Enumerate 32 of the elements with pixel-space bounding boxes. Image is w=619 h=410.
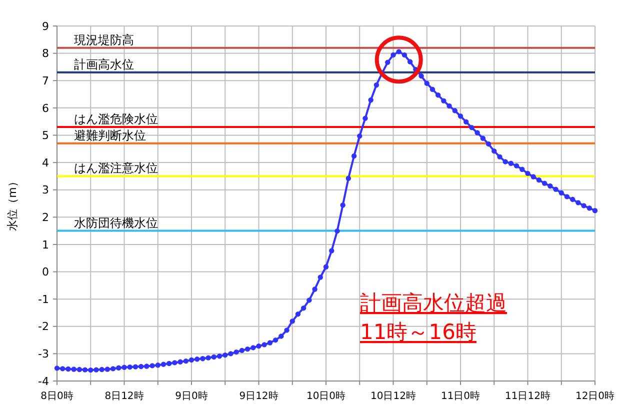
ref-line-label: 水防団待機水位: [74, 216, 158, 230]
x-tick-label: 12日0時: [575, 390, 615, 402]
y-tick-label: 6: [42, 102, 49, 115]
x-tick-label: 11日0時: [440, 390, 480, 402]
x-tick-label: 9日0時: [175, 390, 208, 402]
x-tick-label: 10日0時: [306, 390, 346, 402]
annotation: 11時～16時: [360, 320, 476, 344]
y-tick-label: 7: [42, 74, 49, 88]
y-tick-label: -4: [38, 374, 49, 388]
ref-line-label: はん濫注意水位: [74, 161, 158, 176]
y-tick-label: 1: [42, 238, 49, 252]
y-tick-label: 0: [42, 266, 49, 279]
y-tick-label: -1: [38, 292, 49, 306]
y-tick-label: -3: [38, 348, 49, 361]
ref-line-label: 現況堤防高: [74, 32, 134, 47]
annotation: 計画高水位超過: [360, 291, 507, 315]
y-tick-label: 9: [42, 20, 49, 33]
ref-line-label: はん濫危険水位: [74, 112, 158, 126]
y-tick-label: 8: [42, 47, 49, 60]
y-tick-label: 4: [42, 156, 49, 170]
y-tick-label: 5: [42, 129, 49, 142]
x-tick-label: 8日12時: [104, 390, 144, 402]
x-tick-label: 9日12時: [239, 390, 278, 402]
y-tick-label: 2: [42, 211, 49, 224]
y-axis-title: 水位（m）: [6, 176, 19, 231]
y-tick-label: -2: [38, 320, 49, 334]
x-tick-label: 10日12時: [370, 390, 416, 402]
x-tick-label: 11日12時: [505, 390, 550, 402]
x-tick-label: 8日0時: [40, 390, 74, 402]
ref-line-label: 計画高水位: [74, 57, 134, 72]
ref-line-label: 避難判断水位: [74, 128, 146, 142]
y-tick-label: 3: [42, 184, 49, 197]
